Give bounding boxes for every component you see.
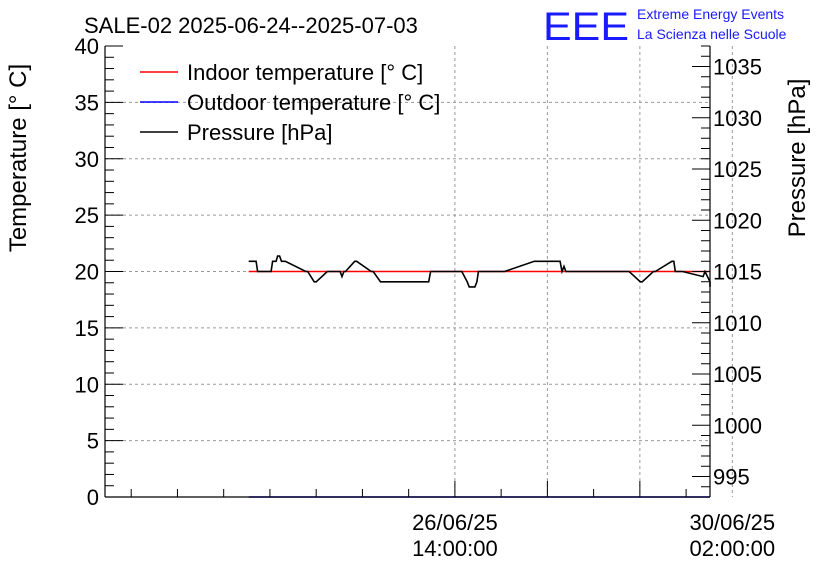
x-tick-label-time: 14:00:00 bbox=[412, 536, 498, 561]
y-tick-label-left: 25 bbox=[75, 203, 99, 228]
y-tick-label-right: 1020 bbox=[713, 208, 762, 233]
y-tick-label-left: 35 bbox=[75, 90, 99, 115]
y-tick-label-left: 40 bbox=[75, 34, 99, 59]
legend-label-1: Outdoor temperature [° C] bbox=[187, 90, 440, 115]
series-line-2 bbox=[248, 255, 711, 288]
y-tick-label-right: 1030 bbox=[713, 106, 762, 131]
y-tick-label-left: 15 bbox=[75, 316, 99, 341]
y-tick-label-right: 995 bbox=[713, 465, 750, 490]
y-axis-label-right: Pressure [hPa] bbox=[784, 79, 811, 238]
logo-line1: Extreme Energy Events bbox=[637, 6, 784, 22]
legend-label-2: Pressure [hPa] bbox=[187, 120, 333, 145]
x-tick-label-time: 02:00:00 bbox=[690, 536, 776, 561]
y-tick-label-left: 10 bbox=[75, 372, 99, 397]
chart-title: SALE-02 2025-06-24--2025-07-03 bbox=[84, 13, 418, 38]
y-tick-label-left: 20 bbox=[75, 260, 99, 285]
y-tick-label-left: 0 bbox=[87, 485, 99, 510]
legend-label-0: Indoor temperature [° C] bbox=[187, 60, 423, 85]
legend: Indoor temperature [° C] Outdoor temperat… bbox=[140, 60, 440, 145]
eee-logo-icon: EEE bbox=[543, 5, 629, 49]
x-tick-label-date: 26/06/25 bbox=[412, 510, 498, 535]
x-tick-label-date: 30/06/25 bbox=[690, 510, 776, 535]
y-axis-label-left: Temperature [° C] bbox=[5, 64, 32, 252]
y-tick-label-left: 30 bbox=[75, 147, 99, 172]
logo-line2: La Scienza nelle Scuole bbox=[637, 26, 787, 42]
y-tick-label-left: 5 bbox=[87, 429, 99, 454]
y-tick-label-right: 1025 bbox=[713, 157, 762, 182]
y-tick-label-right: 1010 bbox=[713, 311, 762, 336]
y-tick-label-right: 1000 bbox=[713, 413, 762, 438]
y-tick-label-right: 1005 bbox=[713, 362, 762, 387]
axes: 0510152025303540995100010051010101510201… bbox=[75, 34, 776, 561]
y-tick-label-right: 1015 bbox=[713, 260, 762, 285]
plot-area bbox=[248, 255, 711, 498]
y-tick-label-right: 1035 bbox=[713, 55, 762, 80]
